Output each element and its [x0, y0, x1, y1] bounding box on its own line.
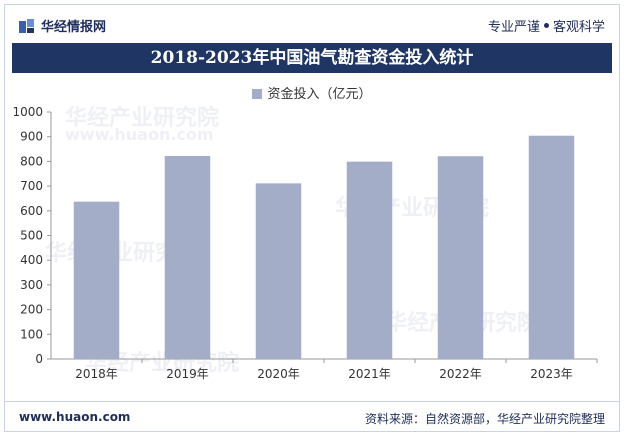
y-tick-label: 100 — [20, 327, 43, 341]
x-tick-label: 2020年 — [257, 367, 300, 381]
bars — [73, 135, 575, 359]
bar-2023年 — [528, 135, 575, 359]
y-tick-label: 900 — [20, 130, 43, 144]
x-tick-label: 2021年 — [348, 367, 391, 381]
y-tick-label: 400 — [20, 253, 43, 267]
x-tick-label: 2019年 — [166, 367, 209, 381]
bar-chart: 2018年 2019年 2020年 2021年 2022年 2023年 0 100 200 30… — [12, 105, 598, 381]
x-axis-labels: 2018年 2019年 2020年 2021年 2022年 2023年 — [75, 367, 573, 381]
tagline: 专业严谨 客观科学 — [488, 16, 605, 35]
y-axis-labels: 0 100 200 300 400 500 600 700 800 900 1000 — [12, 105, 43, 366]
y-tick-label: 500 — [20, 229, 43, 243]
bar-2020年 — [255, 183, 302, 359]
bar-2022年 — [437, 156, 484, 359]
tagline-left: 专业严谨 — [487, 20, 540, 35]
top-bar: 华经情报网 专业严谨 客观科学 — [5, 5, 619, 41]
footer-url[interactable]: www.huaon.com — [19, 410, 131, 424]
chart-frame: 华经情报网 专业严谨 客观科学 华经产业研究院 www.huaon.com 华经… — [4, 4, 620, 432]
y-tick-label: 800 — [20, 154, 43, 168]
bar-2019年 — [164, 155, 211, 359]
y-tick-label: 1000 — [12, 105, 43, 119]
x-tick-label: 2018年 — [75, 367, 118, 381]
source-note: 资料来源：自然资源部，华经产业研究院整理 — [364, 412, 605, 426]
legend-swatch — [252, 89, 263, 99]
footer: www.huaon.com 资料来源：自然资源部，华经产业研究院整理 — [5, 401, 619, 433]
brand-logo-icon — [19, 18, 34, 33]
y-tick-label: 300 — [20, 278, 43, 292]
y-tick-label: 0 — [35, 352, 43, 366]
y-tick-label: 600 — [20, 204, 43, 218]
y-tick-label: 200 — [20, 303, 43, 317]
legend-label: 资金投入（亿元） — [267, 87, 372, 102]
bar-2021年 — [346, 161, 393, 359]
bar-2018年 — [73, 201, 120, 359]
legend: 资金投入（亿元） — [5, 83, 619, 102]
chart-title: 2018-2023年中国油气勘查资金投入统计 — [12, 43, 612, 73]
x-tick-label: 2022年 — [439, 367, 482, 381]
y-tick-label: 700 — [20, 179, 43, 193]
separator-dot-icon — [543, 23, 549, 28]
tagline-right: 客观科学 — [552, 20, 605, 35]
brand[interactable]: 华经情报网 — [19, 16, 106, 35]
brand-name: 华经情报网 — [41, 20, 107, 35]
x-tick-label: 2023年 — [530, 367, 573, 381]
axes — [47, 111, 598, 363]
